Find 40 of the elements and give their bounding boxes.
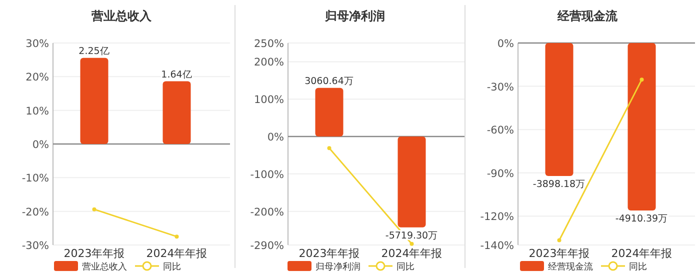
y-tick-label: -30% [22, 240, 50, 252]
y-tick-label: -100% [250, 168, 284, 181]
data-label: -4910.39万 [615, 213, 668, 224]
data-label: 2.25亿 [78, 46, 110, 57]
y-tick-label: 100% [254, 94, 284, 106]
data-label: 1.64亿 [161, 69, 192, 80]
data-label: 3060.64万 [304, 76, 354, 87]
legend-label: 同比 [629, 262, 647, 272]
y-tick-label: -60% [486, 124, 514, 137]
y-tick-label: 30% [26, 38, 50, 50]
x-tick-label: 2023年年报 [64, 247, 125, 260]
chart-title: 归母净利润 [324, 9, 385, 23]
chart-title: 营业总收入 [90, 9, 152, 23]
legend-label: 经营现金流 [548, 262, 593, 272]
x-tick-label: 2024年年报 [381, 247, 442, 260]
y-tick-label: 0% [497, 38, 514, 50]
y-tick-label: 200% [254, 56, 284, 69]
x-tick-label: 2023年年报 [298, 247, 360, 260]
y-tick-label: -10% [22, 172, 50, 185]
y-tick-label: -20% [22, 206, 50, 218]
x-tick-label: 2024年年报 [611, 247, 672, 260]
y-tick-label: -200% [250, 206, 284, 218]
y-tick-label: -30% [486, 81, 514, 94]
legend-label: 归母净利润 [316, 262, 360, 272]
y-tick-label: 0% [267, 132, 284, 144]
x-tick-label: 2023年年报 [528, 247, 590, 260]
y-tick-label: -90% [486, 168, 514, 180]
y-tick-label: 20% [26, 72, 50, 84]
y-tick-label: 0% [32, 139, 50, 151]
legend-label: 营业总收入 [82, 262, 127, 272]
y-tick-label: 10% [26, 105, 50, 118]
y-tick-label: -290% [250, 240, 284, 252]
y-tick-label: -120% [480, 211, 514, 224]
legend-label: 同比 [396, 262, 414, 272]
y-tick-label: -140% [480, 240, 514, 252]
x-tick-label: 2024年年报 [146, 247, 208, 260]
legend-label: 同比 [163, 262, 181, 272]
y-tick-label: 250% [254, 38, 284, 50]
data-label: -3898.18万 [532, 178, 586, 190]
chart-title: 经营现金流 [556, 9, 618, 23]
